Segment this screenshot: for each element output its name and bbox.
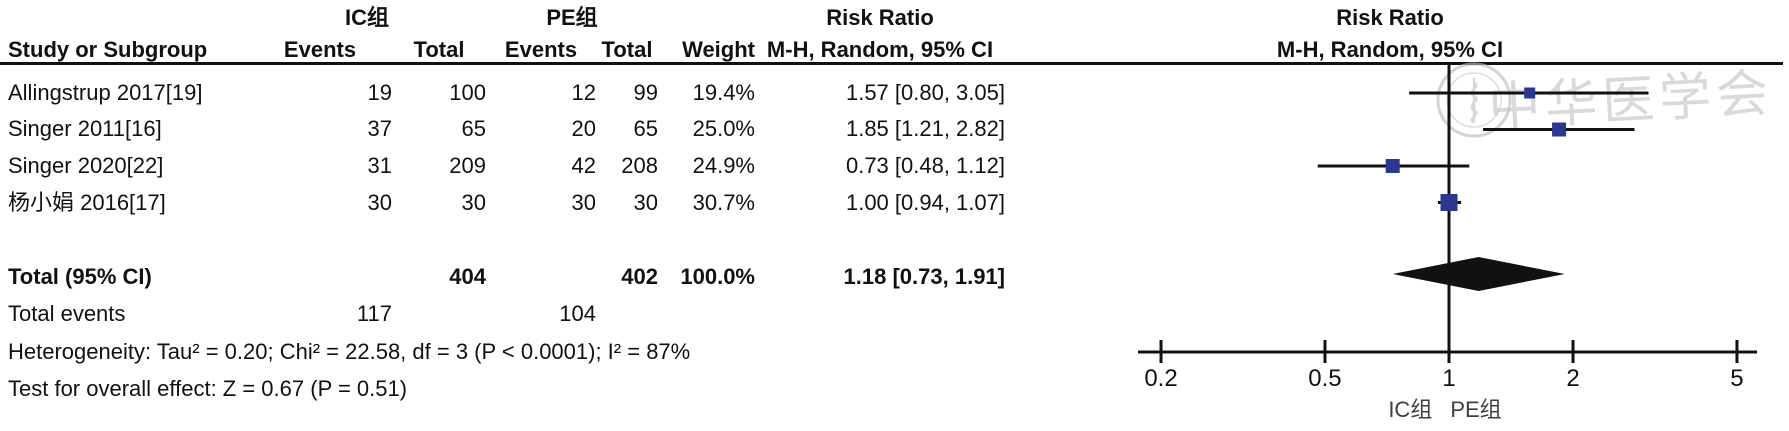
study-label: Allingstrup 2017[19] (8, 80, 203, 105)
effect-marker (1552, 122, 1567, 137)
header-rule (0, 62, 1783, 65)
events-ic: 30 (367, 190, 392, 215)
group2-header: PE组 (546, 5, 598, 30)
col-header-events-pe: Events (504, 37, 578, 62)
total-events-label: Total events (8, 301, 126, 326)
effect-marker (1385, 159, 1400, 173)
group1-header: IC组 (344, 5, 389, 30)
total-ic: 209 (449, 153, 486, 178)
total-weight: 100.0% (680, 264, 755, 289)
table-row: 杨小娟 2016[17] 30 30 30 30 30.7% 1.00 [0.9… (0, 189, 1005, 217)
x-axis-tick-label: 1 (1442, 365, 1455, 392)
table-row: Singer 2020[22] 31 209 42 208 24.9% 0.73… (0, 152, 1005, 180)
total-ic: 100 (449, 80, 486, 105)
effect-marker (1440, 194, 1458, 211)
ci-value: 1.85 [1.21, 2.82] (845, 116, 1005, 141)
events-ic: 31 (367, 153, 392, 178)
total-row: Total (95% CI) 404 402 100.0% 1.18 [0.73… (0, 263, 1005, 291)
favours-labels: IC组 PE组 (1300, 392, 1590, 424)
events-pe: 20 (571, 116, 596, 141)
events-pe: 12 (571, 80, 596, 105)
total-pe: 65 (633, 116, 658, 141)
events-pe: 42 (571, 153, 596, 178)
x-axis-tick-label: 2 (1566, 365, 1579, 392)
x-axis-tick-label: 0.2 (1144, 365, 1177, 392)
total-events-pe: 104 (559, 301, 596, 326)
col-header-study: Study or Subgroup (8, 37, 208, 62)
col-header-events-ic: Events (283, 37, 357, 62)
total-ci: 1.18 [0.73, 1.91] (843, 264, 1005, 289)
events-ic: 19 (367, 80, 392, 105)
total-pe: 99 (633, 80, 658, 105)
events-ic: 37 (367, 116, 392, 141)
ci-value: 1.00 [0.94, 1.07] (845, 190, 1005, 215)
weight-value: 30.7% (692, 190, 755, 215)
total-label: Total (95% CI) (8, 264, 152, 289)
favours-left-label: IC组 (1388, 397, 1433, 422)
weight-value: 19.4% (692, 80, 755, 105)
study-label: Singer 2011[16] (8, 116, 162, 141)
risk-ratio-header-right: Risk Ratio (1336, 5, 1444, 30)
study-label: 杨小娟 2016[17] (8, 190, 166, 215)
col-header-total-pe: Total (601, 37, 653, 62)
risk-ratio-header-left: Risk Ratio (826, 5, 934, 30)
total-ic: 65 (461, 116, 486, 141)
total-n-pe: 402 (621, 264, 658, 289)
overall-diamond (1392, 257, 1565, 291)
study-label: Singer 2020[22] (8, 153, 164, 178)
table-row: Singer 2011[16] 37 65 20 65 25.0% 1.85 [… (0, 115, 1005, 143)
events-pe: 30 (571, 190, 596, 215)
total-pe: 208 (621, 153, 658, 178)
x-axis-tick-label: 0.5 (1308, 365, 1341, 392)
total-n-ic: 404 (449, 264, 486, 289)
col-header-method: M-H, Random, 95% CI (766, 37, 994, 62)
col-header-total-ic: Total (413, 37, 465, 62)
total-pe: 30 (633, 190, 658, 215)
ci-value: 1.57 [0.80, 3.05] (845, 80, 1005, 105)
table-row: Allingstrup 2017[19] 19 100 12 99 19.4% … (0, 79, 1005, 107)
effect-marker (1524, 87, 1536, 99)
total-ic: 30 (461, 190, 486, 215)
total-events-ic: 117 (356, 301, 392, 326)
ci-value: 0.73 [0.48, 1.12] (845, 153, 1005, 178)
col-header-weight: Weight (682, 37, 755, 62)
heterogeneity-line: Heterogeneity: Tau² = 0.20; Chi² = 22.58… (8, 339, 691, 364)
favours-right-label: PE组 (1450, 397, 1502, 422)
weight-value: 24.9% (692, 153, 755, 178)
weight-value: 25.0% (692, 116, 755, 141)
x-axis-tick-label: 5 (1730, 365, 1743, 392)
overall-effect-line: Test for overall effect: Z = 0.67 (P = 0… (8, 376, 408, 401)
method-header-right: M-H, Random, 95% CI (1276, 37, 1504, 62)
table-header-row: Study or Subgroup Events Total Events To… (0, 36, 1005, 64)
total-events-row: Total events 117 104 (0, 300, 1005, 328)
